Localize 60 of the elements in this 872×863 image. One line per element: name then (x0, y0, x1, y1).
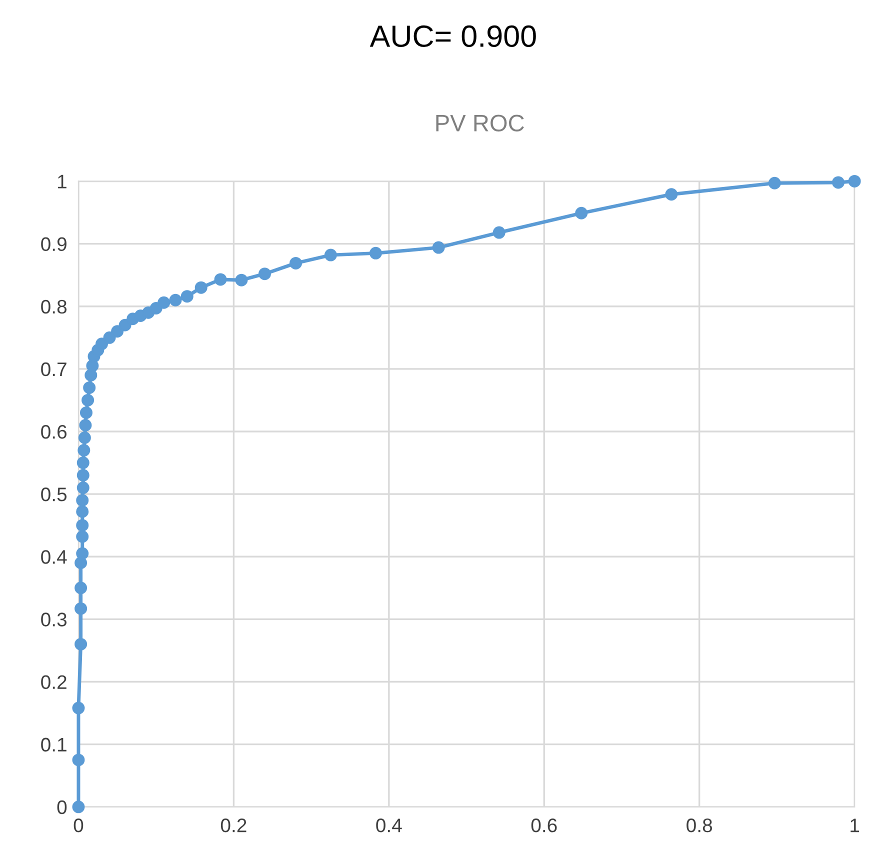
x-tick-label: 1 (850, 818, 860, 832)
point (82, 394, 94, 406)
point (369, 246, 382, 260)
point (76, 505, 89, 518)
point (76, 482, 90, 494)
point (79, 418, 92, 432)
point (848, 174, 861, 188)
point (78, 444, 90, 457)
point (76, 456, 90, 470)
y-tick-label: 0 (57, 800, 67, 814)
point (78, 432, 91, 444)
point (72, 702, 85, 714)
point (76, 469, 90, 482)
point (74, 638, 88, 650)
point (324, 248, 337, 262)
point (76, 519, 89, 532)
y-tick-label: 0.7 (41, 362, 66, 376)
point (72, 800, 85, 814)
point (76, 547, 89, 560)
y-tick-label: 0.9 (41, 237, 66, 252)
point (180, 290, 194, 303)
x-tick-label: 0.2 (220, 818, 246, 832)
y-tick-label: 0.8 (41, 300, 67, 314)
point (214, 273, 227, 286)
point (111, 325, 124, 338)
point (118, 318, 132, 332)
point (235, 274, 248, 286)
point (74, 602, 88, 615)
y-tick-label: 0.2 (41, 675, 66, 690)
x-tick-label: 0.6 (531, 818, 557, 832)
point (290, 256, 302, 270)
y-tick-label: 0.1 (41, 738, 66, 752)
point (72, 754, 85, 766)
point (74, 582, 88, 594)
x-tick-label: 0.8 (686, 818, 712, 832)
point (158, 296, 170, 309)
point (169, 294, 182, 306)
point (80, 406, 92, 419)
point (103, 331, 116, 344)
chart-title: AUC= 0.900 (370, 25, 536, 48)
y-tick-label: 0.6 (41, 424, 67, 439)
point (96, 338, 108, 350)
y-tick-label: 0.3 (41, 612, 67, 626)
point (76, 494, 89, 507)
point (575, 206, 588, 220)
chart-subtitle: PV ROC (436, 114, 524, 132)
y-tick-label: 0.4 (41, 550, 67, 564)
point (258, 268, 271, 280)
x-tick-label: 0 (74, 818, 84, 832)
point (194, 281, 208, 294)
point (768, 176, 781, 190)
y-tick-label: 1 (58, 174, 66, 188)
x-tick-label: 0.4 (376, 818, 402, 832)
point (832, 176, 845, 189)
point (432, 241, 445, 254)
y-tick-label: 0.5 (41, 488, 67, 502)
point (492, 226, 506, 239)
point (665, 188, 678, 201)
point (76, 530, 89, 543)
point (83, 381, 96, 394)
